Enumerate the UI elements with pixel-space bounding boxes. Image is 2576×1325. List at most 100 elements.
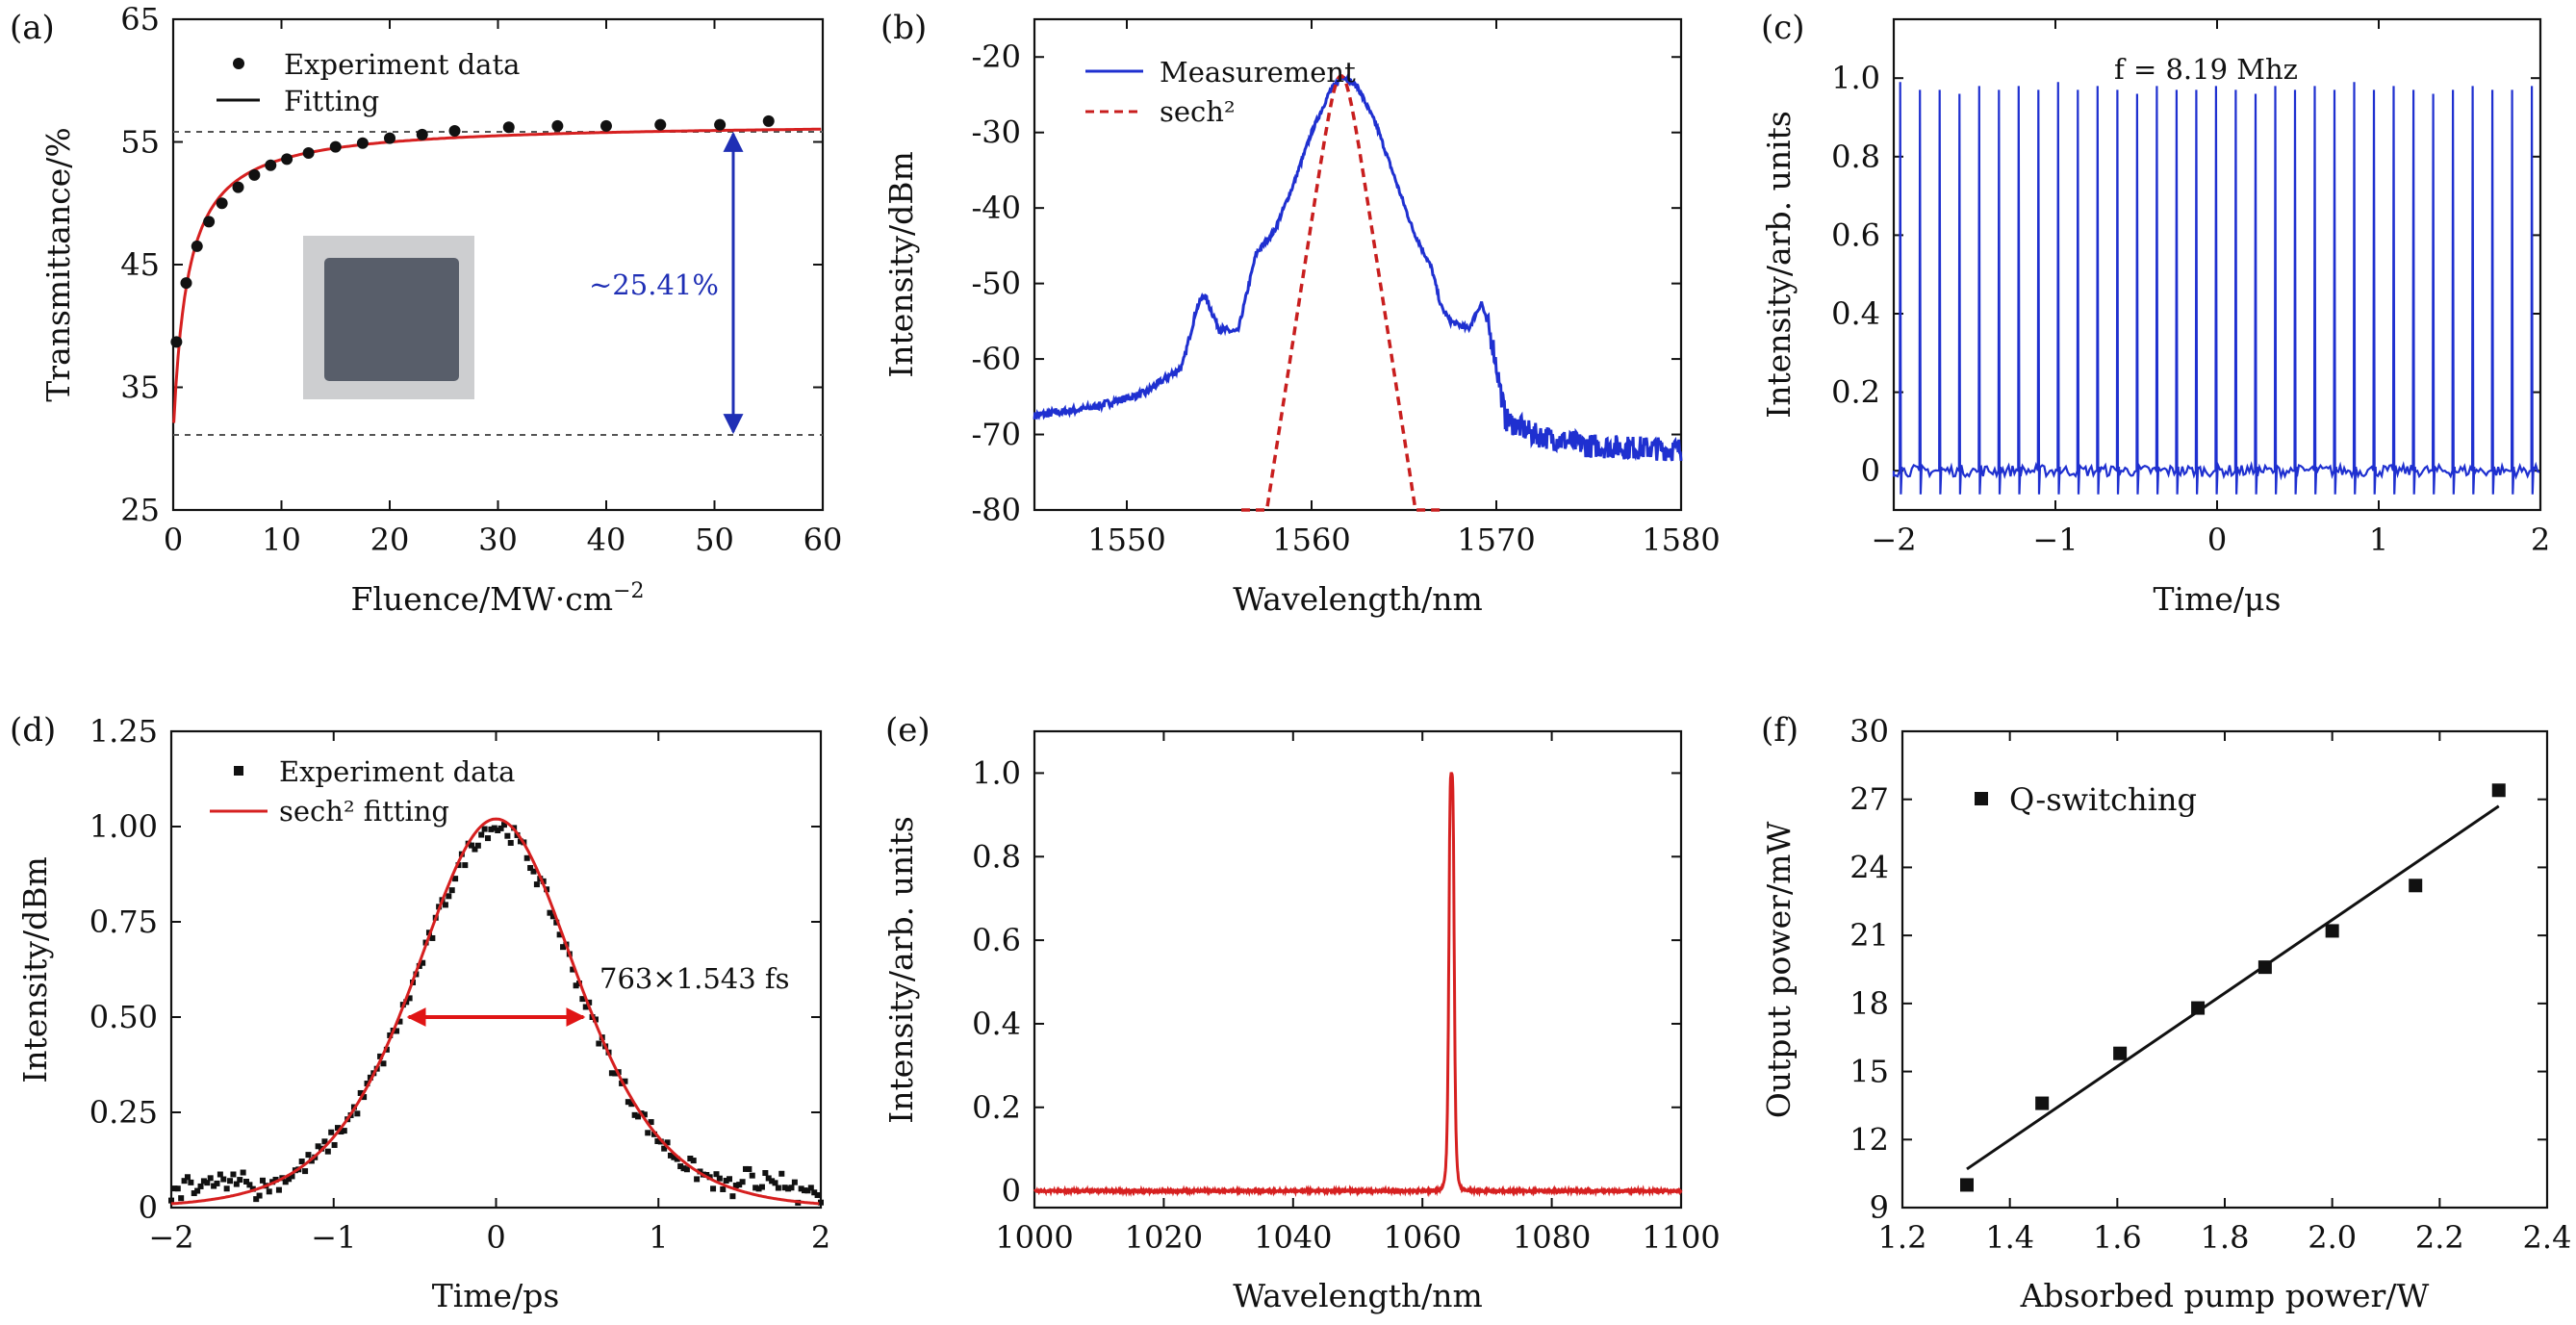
panel-b-axes-frame [1033,17,1683,512]
data-point [596,1040,602,1047]
data-point [2409,879,2423,893]
data-point [1960,1178,1974,1192]
y-tick-label: 1.0 [972,754,1021,791]
panel-d-xlabel: Time/ps [432,1277,560,1314]
x-tick-label: 1580 [1642,522,1720,558]
panel-d-sech2-fit [170,817,820,1206]
x-tick-label: 0 [486,1219,505,1256]
data-point [184,1174,191,1181]
x-tick-label: 50 [695,522,734,558]
data-point [2325,924,2339,938]
data-point [289,1173,295,1180]
y-tick-label: 0.4 [1831,295,1880,332]
data-point [420,959,426,966]
data-point [361,1094,368,1101]
panel-e-axes-frame [1033,729,1683,1210]
y-tick-label: 35 [120,369,160,406]
y-tick-label: 1.0 [1831,60,1880,96]
data-point [171,1185,178,1192]
data-point [661,1145,668,1152]
data-point [315,1143,321,1150]
x-tick-label: 1550 [1087,522,1165,558]
y-tick-label: -40 [971,190,1021,226]
y-tick-label: 0.6 [972,922,1021,958]
data-point [334,1125,341,1132]
panel-a: (a) 0 10 20 30 40 50 60 25 35 45 55 65 ~25.41% Expe… [10,1,842,618]
x-tick-label: 1.4 [1985,1219,2034,1256]
data-point [211,1183,217,1189]
panel-a-xlabel-exponent: −2 [613,579,644,603]
x-tick-label: 1570 [1457,522,1535,558]
y-tick-label: 55 [120,124,160,161]
data-point [246,1182,253,1188]
data-point [469,842,475,849]
data-point [364,1081,370,1087]
panel-d-ticks: −2 −1 0 1 2 0 0.25 0.50 0.75 1.00 1.25 [89,713,830,1256]
data-point [742,1165,749,1172]
y-tick-label: 25 [120,492,160,528]
data-point [523,854,530,861]
data-point [495,827,501,833]
data-point [380,1060,387,1067]
data-point [729,1193,736,1200]
data-point [2257,960,2272,975]
data-point [2113,1046,2128,1060]
data-point [798,1185,804,1192]
x-tick-label: 1040 [1254,1219,1332,1256]
y-tick-label: 1.25 [89,713,158,750]
data-point [549,913,556,920]
data-point [298,1159,305,1165]
data-point [275,1186,282,1193]
data-point [227,1178,234,1185]
x-tick-label: 1.8 [2201,1219,2250,1256]
data-point [654,1137,661,1144]
data-point [785,1185,792,1192]
data-point [651,1131,658,1137]
x-tick-label: 0 [2207,522,2227,558]
data-point [667,1152,674,1159]
data-point [648,1119,654,1126]
x-tick-label: 1100 [1642,1219,1720,1256]
data-point [488,826,495,832]
data-point [180,277,192,290]
data-point [331,1141,338,1148]
data-point [714,118,727,131]
data-point [448,887,455,894]
data-point [720,1185,727,1192]
x-tick-label: 2 [2531,522,2550,558]
data-point [259,1177,266,1184]
data-point [781,1185,788,1191]
data-point [384,132,395,144]
panel-b: (b) 1550 1560 1570 1580 -80 -70 -60 -50 -40 -30 -2… [880,9,1721,618]
data-point [713,1171,720,1178]
panel-f-ticks: 1.2 1.4 1.6 1.8 2.0 2.2 2.4 9 12 15 18 21 24 27 30 [1849,713,2571,1256]
data-point [612,1070,619,1077]
data-point [635,1113,642,1120]
modulation-depth-label: ~25.41% [589,268,719,301]
data-point [502,121,515,134]
x-tick-label: 60 [803,522,843,558]
panel-d-data-points [168,822,824,1206]
data-point [191,240,203,252]
data-point [328,1129,335,1135]
data-point [194,1187,201,1194]
data-point [664,1139,671,1146]
panel-a-xlabel-base: Fluence/MW·cm [350,580,613,618]
data-point [703,1171,710,1178]
data-point [778,1170,785,1177]
y-tick-label: 0 [1002,1173,1021,1210]
panel-b-label: (b) [880,9,927,47]
data-point [448,125,461,138]
x-tick-label: 30 [478,522,518,558]
y-tick-label: 0 [1861,452,1880,489]
data-point [716,1175,723,1182]
data-point [739,1179,746,1185]
x-tick-label: 1000 [995,1219,1073,1256]
x-tick-label: 1 [2369,522,2388,558]
panel-f-ylabel: Output power/mW [1760,822,1798,1119]
data-point [191,1190,197,1197]
data-point [200,1178,207,1185]
y-tick-label: -80 [971,492,1021,528]
data-point [272,1176,279,1183]
data-point [570,966,576,973]
